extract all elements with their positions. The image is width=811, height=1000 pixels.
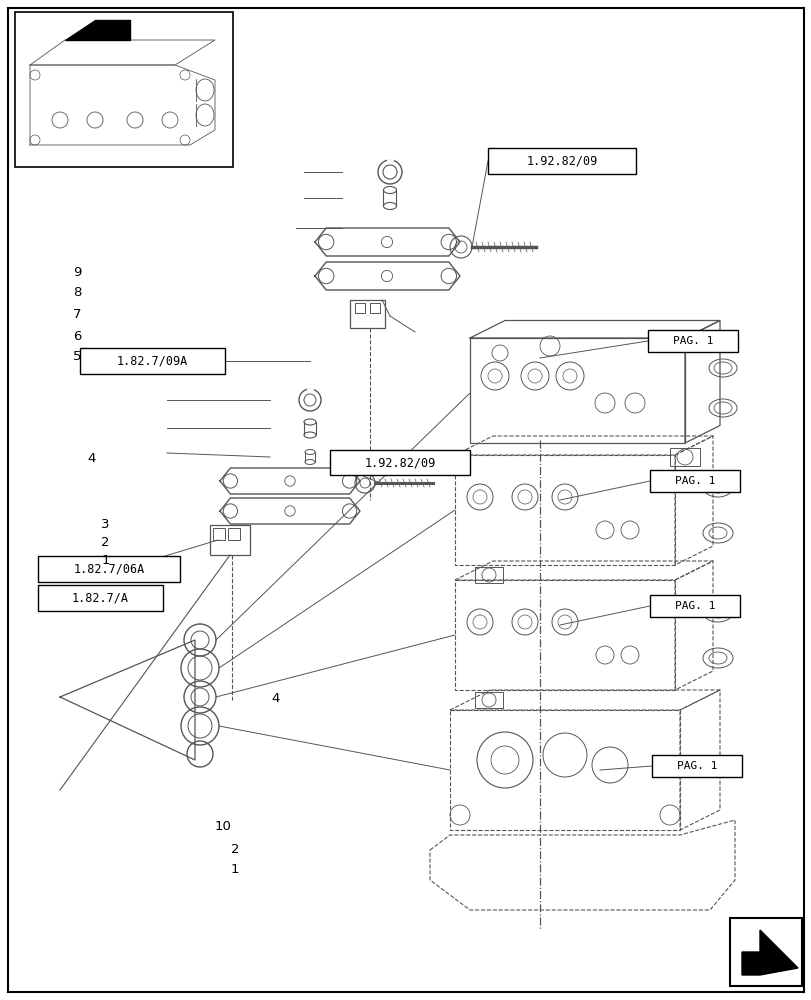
Bar: [454, 455, 674, 565]
Text: PAG. 1: PAG. 1: [672, 336, 712, 346]
Bar: [350, 300, 384, 328]
Bar: [329, 450, 470, 475]
Text: 8: 8: [73, 286, 81, 298]
Polygon shape: [741, 930, 797, 975]
Text: 5: 5: [73, 350, 81, 362]
Bar: [210, 525, 250, 555]
Text: 2: 2: [101, 536, 109, 548]
Bar: [370, 303, 380, 313]
Bar: [647, 330, 737, 352]
Bar: [228, 528, 240, 540]
Text: 1: 1: [231, 863, 239, 876]
Bar: [649, 470, 739, 492]
Bar: [649, 595, 739, 617]
Text: 1.82.7/06A: 1.82.7/06A: [73, 562, 144, 576]
Text: 1.92.82/09: 1.92.82/09: [364, 456, 435, 469]
Bar: [729, 918, 801, 986]
Bar: [80, 348, 225, 374]
Text: 2: 2: [231, 843, 239, 856]
Text: 10: 10: [214, 820, 231, 833]
Text: PAG. 1: PAG. 1: [674, 601, 714, 611]
Polygon shape: [65, 20, 130, 40]
Text: 1: 1: [101, 554, 109, 566]
Bar: [454, 580, 674, 690]
Text: PAG. 1: PAG. 1: [676, 761, 716, 771]
Text: 1.82.7/A: 1.82.7/A: [72, 591, 129, 604]
Bar: [38, 585, 163, 611]
Bar: [470, 338, 684, 443]
Text: 1.92.82/09: 1.92.82/09: [526, 155, 597, 168]
Text: PAG. 1: PAG. 1: [674, 476, 714, 486]
Text: 6: 6: [73, 330, 81, 342]
Bar: [474, 567, 502, 583]
Text: 1.82.7/09A: 1.82.7/09A: [117, 355, 188, 367]
Bar: [354, 303, 365, 313]
Text: 7: 7: [73, 308, 81, 320]
Text: 9: 9: [73, 265, 81, 278]
Bar: [651, 755, 741, 777]
Bar: [212, 528, 225, 540]
Bar: [38, 556, 180, 582]
Bar: [474, 692, 502, 708]
Bar: [15, 12, 233, 167]
Bar: [487, 148, 635, 174]
Bar: [669, 448, 699, 466]
Text: 4: 4: [272, 692, 280, 704]
Text: 3: 3: [101, 518, 109, 530]
Text: 4: 4: [88, 452, 96, 464]
Bar: [449, 710, 679, 830]
